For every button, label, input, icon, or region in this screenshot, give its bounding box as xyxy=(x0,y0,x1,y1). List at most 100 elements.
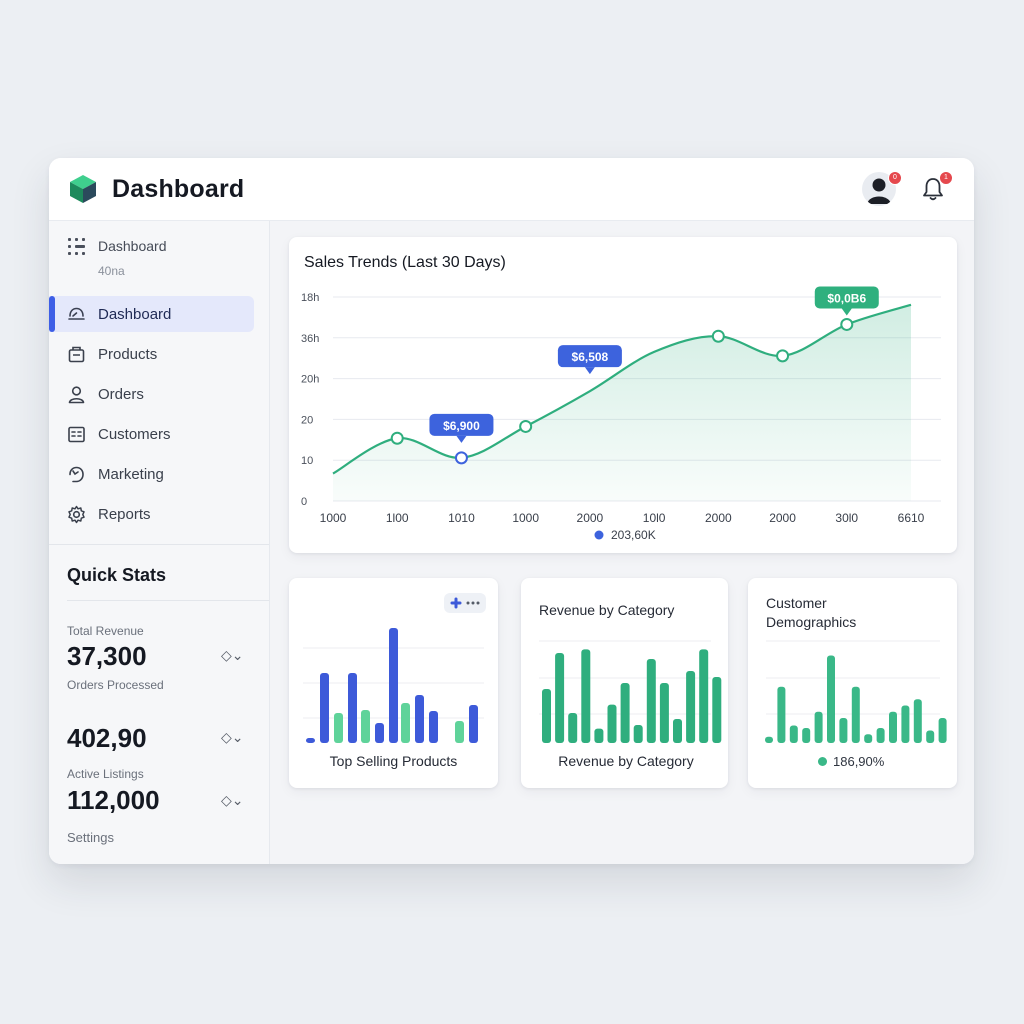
bar xyxy=(889,711,897,743)
sidebar-item-customers[interactable]: Customers xyxy=(49,416,254,452)
legend-dot xyxy=(818,757,827,766)
data-point xyxy=(454,451,468,465)
cube-logo-icon xyxy=(70,175,96,203)
y-tick-label: 36h xyxy=(301,333,319,345)
active-listings-value: 112,000 xyxy=(67,785,160,815)
bar xyxy=(646,659,656,743)
sidebar-item-label: Orders xyxy=(98,386,144,403)
legend-label: 203,60K xyxy=(611,528,656,542)
callout-label: $6,900 xyxy=(443,419,480,433)
orders-processed-dropdown[interactable]: ◇⌄ xyxy=(221,729,244,745)
sales-trends-card: Sales Trends (Last 30 Days) 18h 36h 20h 20 1… xyxy=(289,237,957,553)
bar xyxy=(901,705,910,743)
bar xyxy=(686,671,696,743)
card-menu-button[interactable] xyxy=(444,593,486,613)
bar xyxy=(555,653,565,743)
bar xyxy=(568,713,578,743)
sales-trends-chart: 18h 36h 20h 20 10 0 1000 1l00 1010 1000 2000 10l0 20… xyxy=(301,286,941,542)
bar xyxy=(864,734,873,743)
bar xyxy=(415,695,424,743)
bar xyxy=(765,736,773,743)
bar xyxy=(851,686,860,743)
y-tick-label: 0 xyxy=(301,496,307,508)
dashboard-window: Dashboard 0 1 xyxy=(49,158,974,864)
sidebar-item-products[interactable]: Products xyxy=(49,336,254,372)
demographics-title-line1: Customer xyxy=(766,595,827,611)
demographics-legend-label: 186,90% xyxy=(833,754,885,769)
bar xyxy=(802,728,811,743)
value-callout: $6,900 xyxy=(429,413,494,443)
bar xyxy=(777,686,786,743)
bar xyxy=(594,728,604,743)
bar xyxy=(633,725,643,743)
x-tick-label: 2000 xyxy=(769,511,796,525)
settings-link[interactable]: Settings xyxy=(67,830,114,845)
bell-icon[interactable] xyxy=(919,175,947,203)
sidebar-item-label: Marketing xyxy=(98,466,164,483)
bar xyxy=(607,704,617,743)
bar xyxy=(913,699,922,743)
demographics-title-line2: Demographics xyxy=(766,614,857,630)
sidebar-item-label: Dashboard xyxy=(98,306,172,323)
sidebar-item-orders[interactable]: Orders xyxy=(49,376,254,412)
y-tick-label: 20 xyxy=(301,414,313,426)
sidebar-item-dashboard[interactable]: Dashboard xyxy=(49,296,254,332)
bar xyxy=(839,718,848,743)
bar xyxy=(348,673,357,743)
bar xyxy=(620,683,630,743)
x-tick-label: 10l0 xyxy=(643,511,666,525)
callout-box xyxy=(557,345,622,368)
bar xyxy=(938,718,947,743)
total-revenue-value: 37,300 xyxy=(67,641,147,671)
box-icon xyxy=(68,346,85,363)
bar xyxy=(306,738,315,743)
top-selling-card: Top Selling Products xyxy=(289,578,498,788)
data-point xyxy=(776,349,790,363)
avatar[interactable] xyxy=(862,172,896,206)
orders-processed-value: 402,90 xyxy=(67,723,147,753)
avatar-badge: 0 xyxy=(888,171,902,185)
bar xyxy=(699,649,709,743)
bar xyxy=(389,628,398,743)
plus-more-icon xyxy=(450,597,480,609)
sidebar-item-label: Reports xyxy=(98,506,151,523)
revenue-category-title: Revenue by Category xyxy=(539,602,675,618)
bar xyxy=(926,730,935,743)
bar xyxy=(814,711,823,743)
top-selling-caption: Top Selling Products xyxy=(329,753,458,769)
callout-label: $6,508 xyxy=(572,350,609,364)
bar xyxy=(455,721,464,743)
trend-line xyxy=(332,303,912,475)
bar xyxy=(320,673,329,743)
bar xyxy=(542,689,551,743)
active-listings-label: Active Listings xyxy=(67,767,144,781)
demographics-chart xyxy=(765,640,947,743)
legend-dot xyxy=(594,530,604,540)
total-revenue-label: Total Revenue xyxy=(67,624,144,638)
value-callout: $6,508 xyxy=(557,345,622,375)
data-point xyxy=(840,317,854,331)
total-revenue-dropdown[interactable]: ◇⌄ xyxy=(221,647,244,663)
callout-pointer xyxy=(841,308,852,316)
sidebar-item-reports[interactable]: Reports xyxy=(49,496,254,532)
top-bar: Dashboard 0 1 xyxy=(49,158,974,221)
active-listings-dropdown[interactable]: ◇⌄ xyxy=(221,792,244,808)
x-tick-label: 6610 xyxy=(898,511,925,525)
sidebar-header-label: Dashboard xyxy=(98,238,167,254)
sidebar-item-marketing[interactable]: Marketing xyxy=(49,456,254,492)
bar xyxy=(659,683,669,743)
user-icon xyxy=(68,386,85,404)
callout-pointer xyxy=(584,367,595,375)
x-tick-label: 30l0 xyxy=(835,511,858,525)
callout-box xyxy=(429,413,494,436)
x-tick-label: 1010 xyxy=(448,511,475,525)
dashboard-icon xyxy=(68,307,85,320)
demographics-card: Customer Demographics 186,90% xyxy=(748,578,957,788)
bar xyxy=(712,677,722,743)
data-point xyxy=(711,329,725,343)
contacts-icon xyxy=(68,426,85,443)
x-tick-label: 1000 xyxy=(512,511,539,525)
sidebar-item-label: Customers xyxy=(98,426,171,443)
bar xyxy=(469,705,478,743)
callout-box xyxy=(814,286,879,309)
